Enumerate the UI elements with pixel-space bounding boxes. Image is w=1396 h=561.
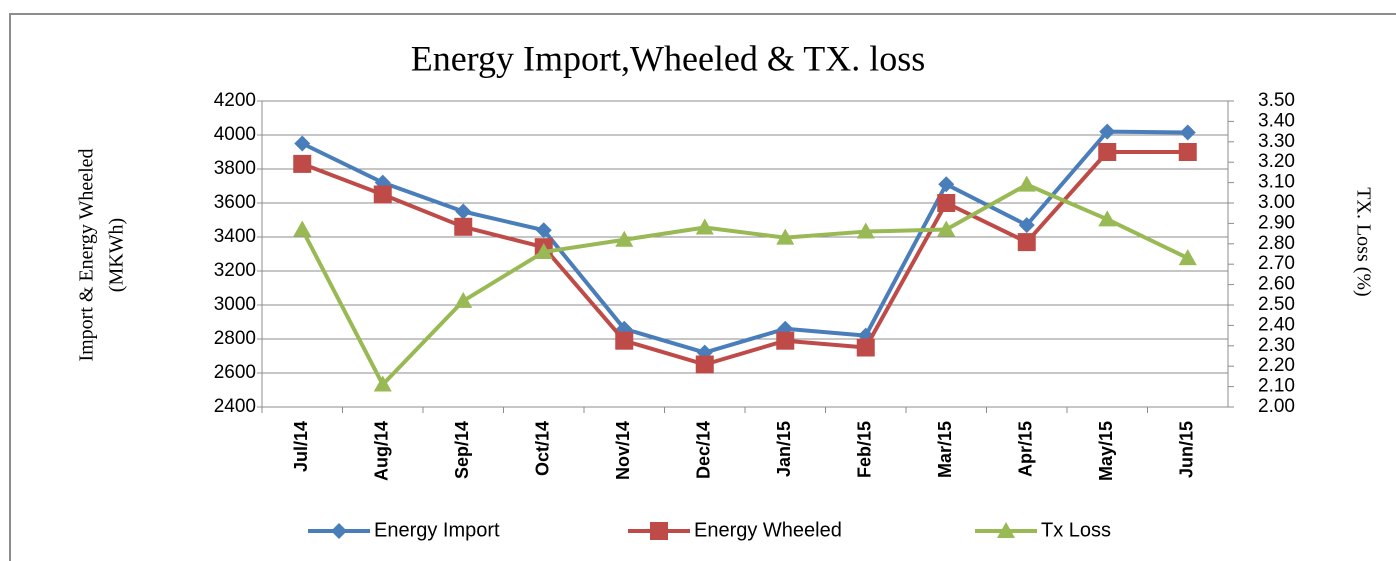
- y-tick-label: 3400: [214, 226, 256, 247]
- y2-tick-label: 3.50: [1258, 90, 1295, 111]
- marker: [695, 218, 714, 235]
- y-tick-label: 3000: [214, 294, 256, 315]
- marker: [454, 217, 473, 236]
- marker: [294, 135, 311, 152]
- y2-tick-label: 3.10: [1258, 172, 1295, 193]
- y2-tick-label: 2.40: [1258, 314, 1295, 335]
- legend-label: Energy Wheeled: [694, 519, 842, 541]
- x-tick-label: Feb/15: [855, 421, 875, 478]
- marker: [937, 220, 956, 237]
- series-line: [300, 182, 1189, 387]
- marker: [1178, 249, 1197, 266]
- marker: [454, 291, 473, 308]
- marker: [776, 228, 795, 245]
- y2-tick-label: 3.20: [1258, 151, 1295, 172]
- series-line: [301, 150, 1188, 367]
- legend-label: Energy Import: [374, 519, 500, 541]
- y-tick-label: 3200: [214, 260, 256, 281]
- y-tick-label: 4200: [214, 90, 256, 111]
- chart-title: Energy Import,Wheeled & TX. loss: [411, 38, 926, 78]
- x-tick-label: Jul/14: [291, 421, 311, 472]
- chart-frame: [9, 13, 1396, 561]
- marker: [293, 220, 312, 237]
- legend-item: Tx Loss: [975, 519, 1111, 541]
- y2-tick-label: 2.70: [1258, 253, 1295, 274]
- x-tick-label: Oct/14: [533, 421, 553, 476]
- x-tick-label: Jan/15: [774, 421, 794, 477]
- marker: [1098, 210, 1117, 227]
- x-tick-label: Aug/14: [372, 421, 392, 481]
- marker: [1017, 233, 1036, 252]
- marker: [1179, 124, 1196, 141]
- x-tick-label: Apr/15: [1016, 421, 1036, 477]
- marker: [695, 355, 714, 374]
- y2-tick-label: 3.40: [1258, 110, 1295, 131]
- y2-tick-label: 2.50: [1258, 294, 1295, 315]
- marker: [1018, 217, 1035, 234]
- y2-tick-label: 2.10: [1258, 376, 1295, 397]
- marker: [615, 331, 634, 350]
- marker: [650, 522, 668, 540]
- marker: [938, 176, 955, 193]
- marker: [937, 194, 956, 212]
- series-line: [301, 129, 1188, 355]
- x-tick-label: Dec/14: [694, 421, 714, 479]
- y2-tick-label: 3.00: [1258, 192, 1295, 213]
- marker: [997, 522, 1015, 538]
- marker: [331, 523, 347, 539]
- y2-tick-label: 2.60: [1258, 274, 1295, 295]
- x-tick-label: May/15: [1096, 421, 1116, 481]
- y-tick-label: 3800: [214, 158, 256, 179]
- marker: [373, 185, 392, 204]
- y2-axis-label: TX. Loss (%): [1352, 187, 1374, 296]
- marker: [1017, 175, 1036, 192]
- y-axis-label: Import & Energy Wheeled (MKWh): [76, 148, 128, 361]
- marker: [856, 338, 875, 357]
- y2-tick-label: 2.00: [1258, 396, 1295, 417]
- marker: [1178, 143, 1197, 161]
- y2-tick-label: 2.90: [1258, 212, 1295, 233]
- y2-tick-label: 3.30: [1258, 131, 1295, 152]
- y-tick-label: 2600: [214, 362, 256, 383]
- y-tick-label: 2800: [214, 328, 256, 349]
- marker: [776, 331, 795, 350]
- x-tick-label: Sep/14: [452, 421, 472, 479]
- y-axis-label-line: Import & Energy Wheeled: [76, 148, 98, 361]
- legend-label: Tx Loss: [1041, 519, 1111, 541]
- y2-tick-label: 2.80: [1258, 233, 1295, 254]
- y-tick-label: 3600: [214, 192, 256, 213]
- x-tick-label: Jun/15: [1177, 421, 1197, 478]
- marker: [373, 375, 392, 392]
- marker: [1098, 143, 1117, 161]
- y-axis-label-line: (MKWh): [106, 218, 128, 292]
- y-tick-label: 4000: [214, 124, 256, 145]
- y2-tick-label: 2.30: [1258, 335, 1295, 356]
- legend-item: Energy Import: [308, 519, 500, 541]
- legend-item: Energy Wheeled: [628, 519, 842, 541]
- marker: [534, 242, 553, 259]
- x-tick-label: Nov/14: [613, 421, 633, 480]
- x-tick-label: Mar/15: [935, 421, 955, 478]
- marker: [615, 230, 634, 247]
- marker: [455, 203, 472, 220]
- marker: [856, 222, 875, 239]
- marker: [1099, 123, 1116, 140]
- y-tick-label: 2400: [214, 396, 256, 417]
- marker: [535, 222, 552, 239]
- y2-tick-label: 2.20: [1258, 355, 1295, 376]
- marker: [293, 154, 312, 173]
